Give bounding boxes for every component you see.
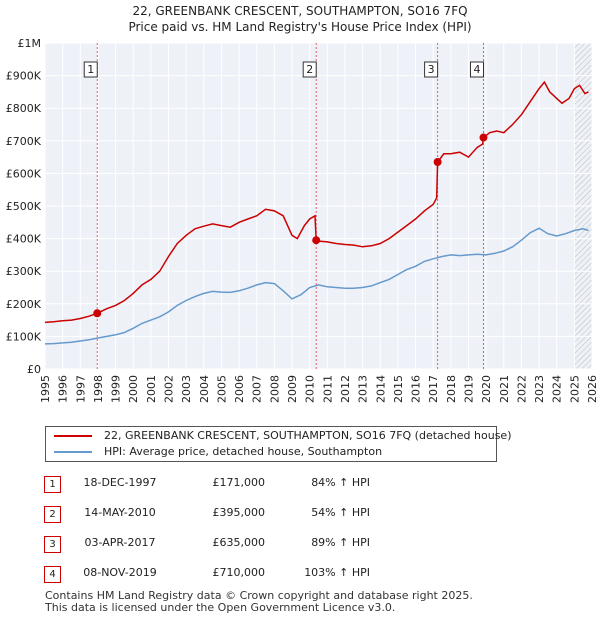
x-tick-label: 2010: [304, 375, 317, 403]
x-tick-label: 1996: [57, 375, 70, 403]
sale-marker-label: 4: [473, 63, 480, 76]
sale-row: 1 18-DEC-1997 £171,000 84% ↑ HPI: [0, 473, 600, 493]
x-tick-label: 2009: [286, 375, 299, 403]
y-tick-label: £200K: [6, 298, 42, 311]
sale-point: [312, 236, 321, 245]
legend: 22, GREENBANK CRESCENT, SOUTHAMPTON, SO1…: [45, 426, 512, 462]
x-tick-label: 2025: [568, 375, 581, 403]
legend-hpi-label: HPI: Average price, detached house, Sout…: [104, 445, 383, 458]
x-tick-label: 2013: [357, 375, 370, 403]
x-tick-label: 2000: [127, 375, 140, 403]
sale-number-badge: 1: [44, 476, 61, 493]
x-tick-label: 2004: [198, 375, 211, 403]
x-tick-label: 2015: [392, 375, 405, 403]
sale-hpi-change: 89% ↑ HPI: [311, 536, 370, 549]
x-tick-label: 2026: [586, 375, 599, 403]
x-tick-label: 1995: [39, 375, 52, 403]
price-chart: £0 £100K £200K £300K £400K £500K £600K £700K £80…: [6, 37, 599, 403]
sale-marker-box: [469, 61, 484, 78]
x-tick-label: 2020: [480, 375, 493, 403]
legend-hpi-swatch: [54, 451, 92, 453]
x-tick-label: 2023: [533, 375, 546, 403]
title-line-1: 22, GREENBANK CRESCENT, SOUTHAMPTON, SO1…: [132, 4, 468, 18]
y-tick-label: £1M: [18, 37, 42, 50]
legend-price-paid-label: 22, GREENBANK CRESCENT, SOUTHAMPTON, SO1…: [104, 429, 512, 442]
sale-marker-box: [424, 61, 439, 78]
y-tick-label: £0: [27, 363, 41, 376]
sale-row: 2 14-MAY-2010 £395,000 54% ↑ HPI: [0, 503, 600, 523]
y-tick-label: £900K: [6, 70, 42, 83]
sale-row: 4 08-NOV-2019 £710,000 103% ↑ HPI: [0, 563, 600, 583]
sale-price: £171,000: [212, 476, 266, 489]
x-tick-label: 2022: [515, 375, 528, 403]
chart-title: 22, GREENBANK CRESCENT, SOUTHAMPTON, SO1…: [0, 3, 600, 35]
footer-copyright: Contains HM Land Registry data © Crown c…: [45, 589, 473, 602]
sale-point: [479, 133, 488, 142]
sale-number-badge: 4: [44, 566, 61, 583]
y-tick-label: £500K: [6, 200, 42, 213]
price-paid-series-line: [44, 80, 589, 324]
x-tick-label: 2018: [445, 375, 458, 403]
x-tick-label: 2008: [268, 375, 281, 403]
y-tick-label: £100K: [6, 330, 42, 343]
plot-area: £0 £100K £200K £300K £400K £500K £600K £700K £80…: [6, 37, 599, 403]
x-tick-label: 2019: [462, 375, 475, 403]
hpi-series-line: [44, 227, 589, 345]
legend-price-paid: 22, GREENBANK CRESCENT, SOUTHAMPTON, SO1…: [54, 428, 512, 444]
x-tick-label: 2005: [215, 375, 228, 403]
x-tick-label: 2006: [233, 375, 246, 403]
x-tick-label: 2017: [427, 375, 440, 403]
x-tick-label: 2024: [551, 375, 564, 403]
sale-marker-label: 3: [428, 63, 435, 76]
x-tick-label: 2007: [251, 375, 264, 403]
sale-date: 18-DEC-1997: [83, 476, 157, 489]
x-tick-label: 2003: [180, 375, 193, 403]
footer-licence: This data is licensed under the Open Gov…: [45, 601, 396, 614]
sale-price: £710,000: [212, 566, 266, 579]
x-tick-label: 2016: [410, 375, 423, 403]
y-tick-label: £300K: [6, 265, 42, 278]
sale-marker-label: 2: [306, 63, 313, 76]
sale-price: £635,000: [212, 536, 266, 549]
title-line-2: Price paid vs. HM Land Registry's House …: [128, 20, 472, 34]
sale-point: [93, 309, 102, 318]
x-tick-label: 2014: [374, 375, 387, 403]
x-tick-label: 2002: [163, 375, 176, 403]
x-tick-label: 2001: [145, 375, 158, 403]
y-tick-label: £400K: [6, 233, 42, 246]
x-tick-label: 1998: [92, 375, 105, 403]
x-tick-label: 1999: [110, 375, 123, 403]
sale-marker-box: [83, 61, 98, 78]
x-tick-label: 2012: [339, 375, 352, 403]
sale-date: 08-NOV-2019: [83, 566, 157, 579]
sale-number-badge: 2: [44, 506, 61, 523]
y-tick-label: £700K: [6, 135, 42, 148]
y-tick-label: £600K: [6, 167, 42, 180]
legend-hpi: HPI: Average price, detached house, Sout…: [54, 444, 382, 460]
sale-date: 14-MAY-2010: [84, 506, 156, 519]
sale-hpi-change: 84% ↑ HPI: [311, 476, 370, 489]
sale-marker-box: [302, 61, 317, 78]
sale-price: £395,000: [212, 506, 266, 519]
x-tick-label: 2021: [498, 375, 511, 403]
sale-number-badge: 3: [44, 536, 61, 553]
sale-row: 3 03-APR-2017 £635,000 89% ↑ HPI: [0, 533, 600, 553]
sale-point: [433, 157, 442, 166]
sale-date: 03-APR-2017: [84, 536, 156, 549]
legend-price-paid-swatch: [54, 435, 92, 437]
y-tick-label: £800K: [6, 102, 42, 115]
sale-hpi-change: 103% ↑ HPI: [304, 566, 370, 579]
x-tick-label: 2011: [321, 375, 334, 403]
sale-hpi-change: 54% ↑ HPI: [311, 506, 370, 519]
sale-marker-label: 1: [87, 63, 94, 76]
x-tick-label: 1997: [74, 375, 87, 403]
footer: Contains HM Land Registry data © Crown c…: [45, 590, 473, 614]
